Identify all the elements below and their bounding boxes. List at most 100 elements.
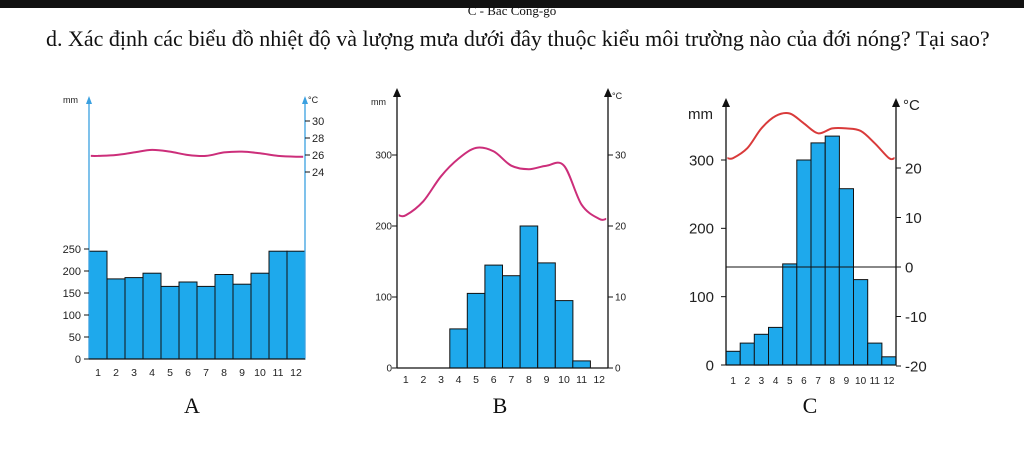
month-label-12: 12 (290, 367, 302, 379)
temperature-line (398, 146, 607, 221)
month-label-1: 1 (730, 376, 736, 387)
rain-unit-label: mm (63, 95, 78, 105)
temp-tick-label: 20 (615, 222, 627, 233)
rain-bar-month-9 (232, 283, 252, 360)
month-label-11: 11 (870, 376, 881, 387)
rain-bar-month-7 (502, 275, 521, 369)
temp-axis-arrow (302, 96, 308, 104)
temp-tick-label: 26 (312, 150, 324, 162)
rain-axis-arrow (393, 88, 401, 97)
month-label-1: 1 (95, 367, 101, 379)
rain-unit-label: mm (688, 106, 713, 123)
month-label-10: 10 (254, 367, 266, 379)
month-label-11: 11 (576, 374, 587, 386)
rain-bar-month-8 (824, 135, 840, 366)
rain-bar-month-7 (196, 285, 216, 360)
rain-bar-month-4 (142, 272, 162, 360)
rain-unit-label: mm (371, 97, 386, 107)
chart-label: B (493, 393, 508, 418)
rain-bar-month-12 (286, 250, 306, 360)
month-label-2: 2 (113, 367, 119, 379)
month-label-8: 8 (526, 374, 532, 386)
temp-tick-label: 30 (615, 151, 627, 162)
month-label-3: 3 (759, 376, 765, 387)
temp-tick-label: -20 (905, 358, 927, 375)
rain-tick-label: 200 (689, 221, 714, 238)
rain-bar-month-1 (725, 350, 741, 366)
rain-tick-label: 300 (375, 151, 392, 162)
rain-bar-month-5 (466, 292, 486, 369)
temp-unit-label: °C (903, 97, 920, 114)
rain-tick-label: 0 (75, 354, 81, 366)
month-label-12: 12 (593, 374, 605, 386)
rain-tick-label: 0 (386, 364, 392, 375)
rain-tick-label: 100 (63, 310, 81, 322)
temp-unit-label: °C (612, 91, 623, 101)
rain-bar-month-10 (554, 300, 574, 369)
rain-tick-label: 200 (375, 222, 392, 233)
rain-bar-month-9 (537, 262, 556, 369)
rain-tick-label: 200 (63, 266, 81, 278)
month-label-9: 9 (239, 367, 245, 379)
top-bar (0, 0, 1024, 8)
temp-tick-label: 20 (905, 160, 922, 177)
temp-tick-label: 10 (615, 293, 627, 304)
rain-tick-label: 100 (689, 289, 714, 306)
top-caption: C - Bắc Công-gô (467, 3, 557, 18)
rain-bar-month-10 (250, 272, 270, 360)
month-label-9: 9 (544, 374, 550, 386)
rain-bar-month-4 (768, 326, 784, 366)
rain-axis-arrow (86, 96, 92, 104)
temp-axis-arrow (604, 88, 612, 97)
month-label-4: 4 (773, 376, 779, 387)
month-label-12: 12 (883, 376, 895, 387)
month-label-7: 7 (203, 367, 209, 379)
rain-bar-month-4 (449, 328, 468, 369)
temp-tick-label: 30 (312, 116, 324, 128)
rain-bar-month-1 (88, 250, 108, 360)
temp-tick-label: 0 (905, 259, 913, 276)
month-label-5: 5 (473, 374, 479, 386)
rain-bar-month-3 (124, 277, 144, 360)
month-label-3: 3 (131, 367, 137, 379)
month-label-7: 7 (508, 374, 514, 386)
month-label-5: 5 (167, 367, 173, 379)
question-text: d. Xác định các biểu đồ nhiệt độ và lượn… (46, 26, 990, 51)
rain-bar-month-8 (519, 225, 539, 369)
rain-tick-label: 300 (689, 152, 714, 169)
month-label-8: 8 (221, 367, 227, 379)
rain-bar-month-5 (782, 263, 798, 366)
temp-tick-label: -10 (905, 309, 927, 326)
month-label-3: 3 (438, 374, 444, 386)
rain-tick-label: 150 (63, 288, 81, 300)
rain-bar-month-8 (214, 274, 234, 360)
rain-bar-month-6 (178, 281, 198, 360)
rain-axis-arrow (722, 98, 730, 107)
temp-unit-label: °C (308, 95, 319, 105)
rain-bar-month-9 (838, 188, 854, 366)
month-label-8: 8 (830, 376, 836, 387)
month-label-4: 4 (149, 367, 155, 379)
month-label-10: 10 (558, 374, 570, 386)
month-label-7: 7 (815, 376, 821, 387)
month-label-4: 4 (456, 374, 462, 386)
rain-bar-month-3 (753, 333, 769, 366)
rain-bar-month-5 (160, 285, 180, 360)
rain-bar-month-2 (739, 342, 755, 366)
rain-bar-month-11 (572, 360, 591, 369)
temp-tick-label: 28 (312, 133, 324, 145)
temp-axis-arrow (892, 98, 900, 107)
month-label-6: 6 (185, 367, 191, 379)
rain-bar-month-6 (484, 264, 503, 369)
month-label-2: 2 (420, 374, 426, 386)
rain-bar-month-2 (106, 278, 126, 360)
rain-tick-label: 250 (63, 244, 81, 256)
rain-bar-month-7 (810, 142, 826, 366)
chart-label: A (184, 393, 200, 418)
chart-label: C (803, 393, 818, 418)
month-label-11: 11 (273, 367, 284, 379)
rain-tick-label: 0 (706, 357, 714, 374)
